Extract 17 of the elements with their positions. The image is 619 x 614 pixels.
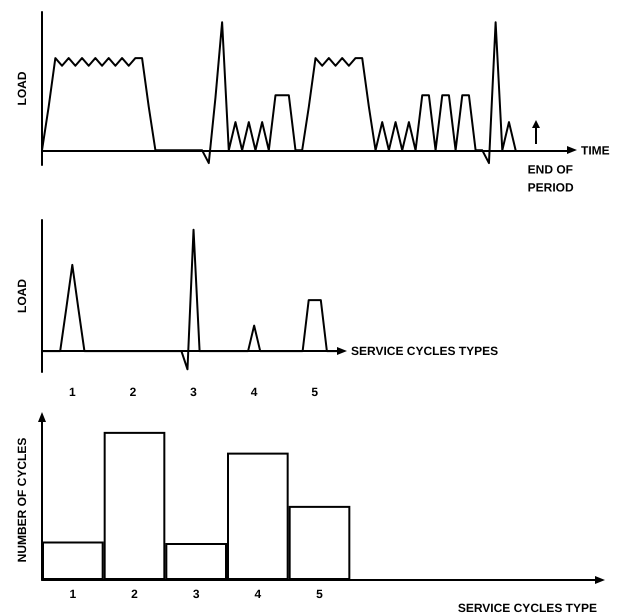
annotation: END OF PERIOD: [528, 162, 574, 194]
x-tick-label: 4: [254, 587, 262, 601]
x-tick-label: 5: [311, 385, 318, 399]
x-axis-title: SERVICE CYCLES TYPE: [458, 601, 597, 614]
y-axis-title: LOAD: [15, 71, 29, 106]
x-tick-label: 2: [130, 385, 137, 399]
x-tick-label: 5: [316, 587, 324, 601]
x-axis-title: SERVICE CYCLES TYPES: [351, 344, 498, 358]
x-tick-label: 3: [192, 587, 200, 601]
x-tick-label: 1: [69, 587, 76, 601]
x-tick-label: 1: [68, 385, 76, 399]
y-axis-title: NUMBER OF CYCLES: [15, 438, 29, 562]
x-tick-label: 2: [131, 587, 138, 601]
x-tick-label: 3: [190, 385, 198, 399]
y-axis-title: LOAD: [15, 278, 29, 313]
x-tick-label: 4: [250, 385, 258, 399]
x-axis-title: TIME: [581, 143, 610, 158]
